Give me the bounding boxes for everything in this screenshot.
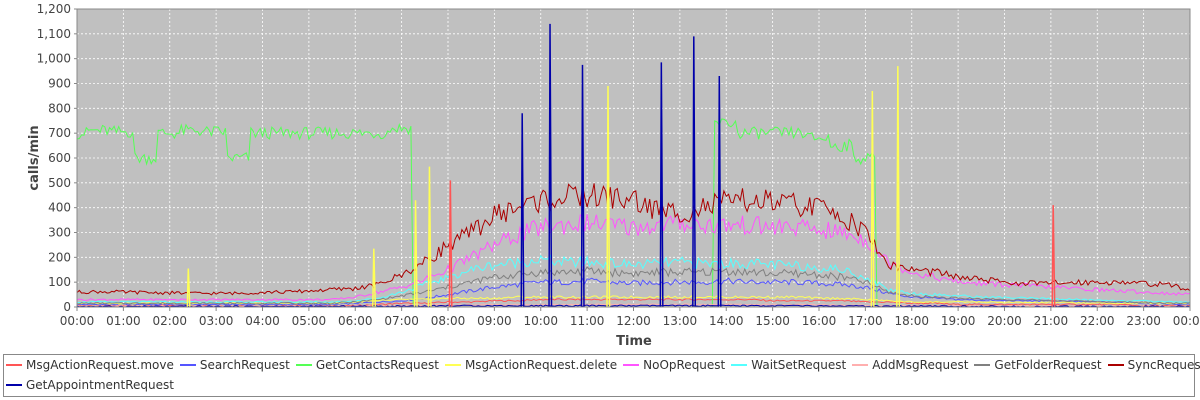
x-tick-label: 19:00 xyxy=(941,314,976,328)
legend-label: SyncRequest xyxy=(1127,358,1200,372)
series-spike xyxy=(580,64,585,308)
series-spike xyxy=(372,248,377,308)
y-tick-label: 700 xyxy=(48,126,71,140)
x-tick-label: 03:00 xyxy=(199,314,234,328)
series-spike xyxy=(870,90,875,308)
axes: 0 100 200 300 400 500 600 700 800 900 1,000 1,100 1,… xyxy=(37,2,1200,328)
x-tick-label: 15:00 xyxy=(755,314,790,328)
legend: MsgActionRequest.move SearchRequest GetCon… xyxy=(3,354,1200,397)
x-tick-label: 02:00 xyxy=(152,314,187,328)
y-tick-label: 0 xyxy=(63,300,71,314)
x-tick-label: 20:00 xyxy=(987,314,1022,328)
series-line xyxy=(76,212,1191,302)
legend-label: MsgActionRequest.move xyxy=(26,358,174,372)
series-lines xyxy=(76,23,1191,308)
legend-swatch xyxy=(731,364,748,366)
x-tick-label: 04:00 xyxy=(245,314,280,328)
y-tick-label: 1,000 xyxy=(37,52,71,66)
legend-item: MsgActionRequest.move xyxy=(6,358,174,372)
legend-item: GetFolderRequest xyxy=(974,358,1102,372)
x-tick-label: 07:00 xyxy=(384,314,419,328)
legend-item: WaitSetRequest xyxy=(731,358,846,372)
x-axis-label: Time xyxy=(616,334,652,349)
legend-label: GetContactsRequest xyxy=(315,358,439,372)
legend-label: GetAppointmentRequest xyxy=(26,378,174,392)
legend-swatch xyxy=(623,364,640,366)
series-spike xyxy=(427,166,432,308)
legend-swatch xyxy=(295,364,312,366)
legend-label: AddMsgRequest xyxy=(872,358,969,372)
y-tick-label: 900 xyxy=(48,77,71,91)
legend-label: NoOpRequest xyxy=(643,358,726,372)
legend-swatch xyxy=(852,364,869,366)
legend-item: GetContactsRequest xyxy=(295,358,439,372)
series-spike xyxy=(606,85,611,308)
x-tick-label: 23:00 xyxy=(1126,314,1161,328)
series-spike xyxy=(692,36,697,308)
legend-item: MsgActionRequest.delete xyxy=(444,358,618,372)
legend-item: GetAppointmentRequest xyxy=(6,378,174,392)
y-tick-label: 1,100 xyxy=(37,27,71,41)
x-tick-label: 14:00 xyxy=(709,314,744,328)
legend-swatch xyxy=(1107,364,1124,366)
series-spike xyxy=(186,268,191,308)
series-line xyxy=(76,304,1191,308)
legend-item: NoOpRequest xyxy=(623,358,725,372)
x-tick-label: 10:00 xyxy=(523,314,558,328)
x-tick-label: 00:00 xyxy=(60,314,95,328)
y-tick-label: 100 xyxy=(48,275,71,289)
series-line xyxy=(76,266,1191,305)
legend-item: SyncRequest xyxy=(1107,358,1200,372)
x-tick-label: 09:00 xyxy=(477,314,512,328)
y-tick-label: 400 xyxy=(48,201,71,215)
y-tick-label: 500 xyxy=(48,176,71,190)
legend-label: MsgActionRequest.delete xyxy=(464,358,618,372)
x-tick-label: 12:00 xyxy=(616,314,651,328)
x-tick-label: 11:00 xyxy=(570,314,605,328)
series-spike xyxy=(1051,205,1056,308)
legend-swatch xyxy=(6,384,22,386)
x-tick-label: 01:00 xyxy=(106,314,141,328)
x-tick-label: 17:00 xyxy=(848,314,883,328)
legend-item: AddMsgRequest xyxy=(852,358,968,372)
y-tick-label: 200 xyxy=(48,250,71,264)
legend-swatch xyxy=(444,364,461,366)
legend-row: GetAppointmentRequest xyxy=(4,375,1194,395)
legend-row: MsgActionRequest.move SearchRequest GetCon… xyxy=(4,355,1200,375)
x-tick-label: 00:00 xyxy=(1173,314,1200,328)
legend-swatch xyxy=(6,364,22,366)
series-line xyxy=(76,295,1191,305)
x-tick-label: 08:00 xyxy=(431,314,466,328)
x-tick-label: 05:00 xyxy=(292,314,327,328)
series-line xyxy=(76,183,1191,296)
series-line xyxy=(76,254,1191,304)
series-spike xyxy=(896,66,901,308)
series-spike xyxy=(520,113,525,308)
legend-swatch xyxy=(179,364,196,366)
series-spike xyxy=(717,76,722,308)
series-line xyxy=(76,277,1191,306)
legend-label: GetFolderRequest xyxy=(994,358,1102,372)
x-tick-label: 06:00 xyxy=(338,314,373,328)
x-tick-label: 21:00 xyxy=(1034,314,1069,328)
y-axis-label: calls/min xyxy=(27,125,42,190)
y-tick-label: 300 xyxy=(48,226,71,240)
x-tick-label: 13:00 xyxy=(663,314,698,328)
y-tick-label: 1,200 xyxy=(37,2,71,16)
legend-label: SearchRequest xyxy=(199,358,290,372)
y-tick-label: 800 xyxy=(48,101,71,115)
series-spike xyxy=(548,23,553,308)
x-tick-label: 16:00 xyxy=(802,314,837,328)
series-spike xyxy=(659,62,664,308)
series-spike xyxy=(448,180,453,308)
x-tick-label: 18:00 xyxy=(894,314,929,328)
chart-svg: 0 100 200 300 400 500 600 700 800 900 1,000 1,100 1,… xyxy=(27,2,1200,349)
legend-item: SearchRequest xyxy=(179,358,290,372)
series-spike xyxy=(413,200,418,308)
y-tick-label: 600 xyxy=(48,151,71,165)
x-tick-label: 22:00 xyxy=(1080,314,1115,328)
legend-label: WaitSetRequest xyxy=(751,358,847,372)
legend-swatch xyxy=(974,364,991,366)
